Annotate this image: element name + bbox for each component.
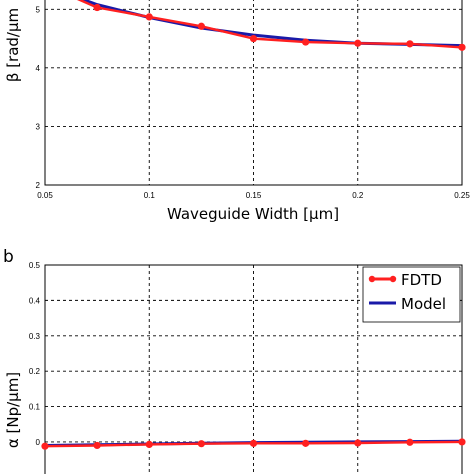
x-tick-label-a-1: 0.1 [144,191,156,200]
y-tick-label-b-2: 0.3 [29,332,41,341]
data-point-fdtd-b-4 [249,439,258,447]
data-point-fdtd-b-8 [458,438,466,446]
legend: FDTD Model [362,266,461,323]
data-point-fdtd-b-2 [145,440,153,448]
x-tick-label-a-4: 0.25 [454,191,470,200]
data-point-fdtd-b-5 [302,439,310,447]
y-axis-label-b: α [Np/μm] [4,372,22,448]
ticks-a: 0.05 0.1 0.15 0.2 0.25 2 3 4 5 [36,5,471,200]
grid-b [45,265,462,474]
y-tick-label-a-2: 4 [36,64,41,73]
data-point-fdtd-b-0 [41,442,49,450]
y-tick-label-a-3: 5 [36,5,41,14]
data-point-fdtd-a-6 [354,39,362,47]
y-tick-label-b-4: 0.1 [29,403,41,412]
y-axis-label-a: β [rad/μm [4,8,22,82]
series-a [76,0,466,51]
y-tick-label-a-0: 2 [36,181,41,190]
plot-area-a [44,0,463,186]
data-point-fdtd-a-5 [302,38,310,46]
panel-label-b: b [3,247,14,267]
data-point-fdtd-b-6 [354,439,362,447]
data-point-fdtd-a-1 [93,3,101,12]
data-point-fdtd-b-3 [197,440,205,448]
data-point-fdtd-a-2 [145,13,153,21]
legend-marker-fdtd-2 [389,275,397,283]
legend-box [362,266,461,323]
y-tick-label-b-5: 0 [36,438,41,447]
data-point-fdtd-a-4 [249,34,258,43]
legend-label-fdtd: FDTD [401,271,442,289]
data-point-fdtd-a-3 [197,22,205,30]
panel-a: 0.05 0.1 0.15 0.2 0.25 2 3 4 5 Waveguide Width [… [4,0,470,223]
legend-label-model: Model [401,295,446,313]
legend-marker-fdtd [368,275,376,283]
x-tick-label-a-3: 0.2 [352,191,364,200]
panel-b: b 0.5 0.4 0.3 0.2 0.1 0 α [Np/μm] FDTD Model [3,247,466,474]
series-b [41,438,466,450]
data-point-fdtd-a-8 [458,43,466,51]
y-tick-label-b-3: 0.2 [29,367,41,376]
data-point-fdtd-b-1 [93,441,101,450]
data-point-fdtd-b-7 [406,438,414,446]
data-point-fdtd-a-7 [406,40,414,48]
ticks-b: 0.5 0.4 0.3 0.2 0.1 0 [29,261,41,447]
x-axis-label-a: Waveguide Width [μm] [167,205,339,223]
x-tick-label-a-2: 0.15 [246,191,262,200]
y-tick-label-b-1: 0.4 [29,296,41,305]
grid-a [45,0,462,185]
y-tick-label-b-0: 0.5 [29,261,41,270]
x-tick-label-a-0: 0.05 [37,191,53,200]
y-tick-label-a-1: 3 [36,122,41,131]
